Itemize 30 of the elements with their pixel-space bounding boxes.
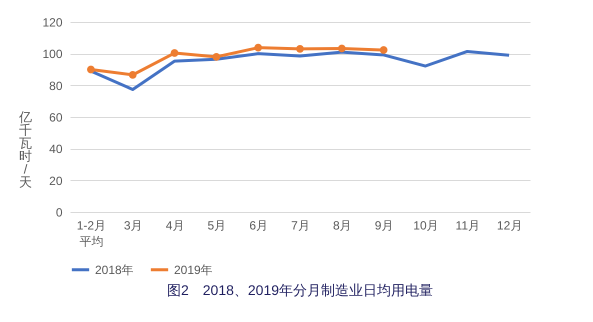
y-tick-label: 120 (42, 16, 63, 30)
x-tick-label: 11月 (456, 218, 480, 232)
y-axis-title: 亿千瓦时/天 (18, 110, 32, 190)
x-tick-label: 1-2月平均 (76, 218, 106, 248)
legend-label: 2018年 (95, 262, 134, 277)
point (380, 46, 388, 54)
x-tick-label: 8月 (332, 218, 352, 232)
y-tick-label: 20 (49, 174, 63, 188)
x-tick-label: 7月 (291, 218, 310, 232)
x-tick-label: 6月 (249, 218, 268, 232)
x-tick-label: 4月 (166, 218, 184, 232)
point (170, 49, 178, 57)
y-tick-label: 40 (49, 142, 63, 156)
y-tick-label: 80 (49, 78, 63, 93)
x-tick-label: 5月 (208, 218, 226, 232)
point (254, 44, 262, 52)
y-tick-label: 100 (42, 47, 63, 62)
point (87, 66, 95, 74)
point (212, 52, 220, 61)
point (128, 71, 137, 79)
y-tick-label: 60 (49, 110, 63, 124)
x-tick-label: 10月 (413, 218, 439, 232)
text: 图2 2018、2019年分月制造业日均用电量 (166, 282, 434, 298)
y-tick-label: 0 (56, 206, 63, 220)
point (338, 44, 346, 52)
x-tick-label: 12月 (496, 218, 522, 232)
legend-label: 2019年 (174, 262, 213, 277)
point (296, 45, 304, 53)
x-tick-label: 9月 (374, 218, 394, 232)
x-tick-label: 3月 (124, 218, 143, 232)
